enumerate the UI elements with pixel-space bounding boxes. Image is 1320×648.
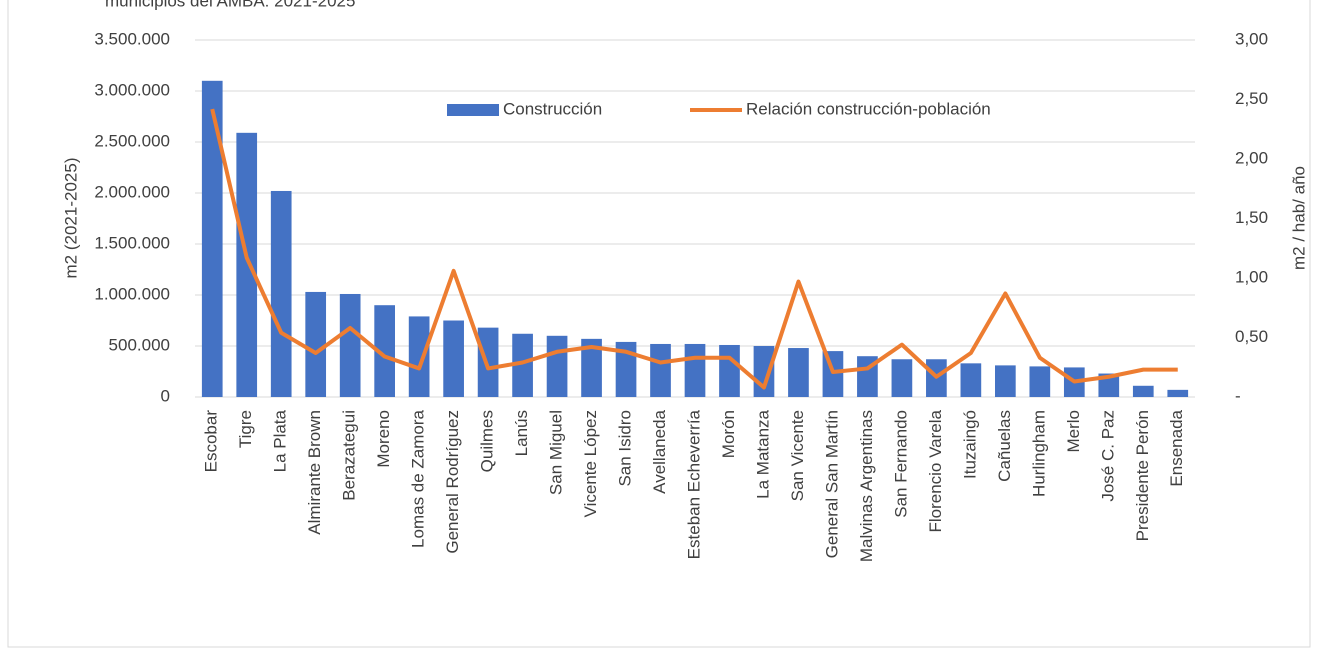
bar [270,190,292,397]
bar [684,343,706,397]
bar [891,359,913,397]
x-tick-label: Cañuelas [995,410,1014,482]
legend-label: Construcción [503,99,602,118]
x-tick-label: Moreno [374,410,393,468]
bar [512,333,533,397]
bar [236,132,258,397]
bar [339,293,361,397]
x-tick-label: San Fernando [891,410,910,518]
x-tick-label: Quilmes [478,410,497,472]
y-tick-label: 2.000.000 [94,182,170,201]
x-tick-label: Vicente López [581,410,600,517]
bar [305,291,327,397]
y2-tick-label: 1,00 [1235,267,1268,286]
x-tick-label: San Miguel [547,410,566,495]
y-axis-label: m2 (2021-2025) [61,158,80,279]
bar [443,320,464,397]
x-tick-label: José C. Paz [1098,410,1117,502]
chart-title: municipios del AMBA: 2021-2025 [105,0,355,10]
x-tick-label: Lomas de Zamora [409,409,428,547]
x-tick-label: Merlo [1064,410,1083,453]
x-tick-label: San Vicente [788,410,807,501]
y2-tick-label: 2,50 [1235,89,1268,108]
x-tick-label: La Matanza [753,409,772,498]
x-tick-label: San Isidro [616,410,635,487]
x-tick-label: Morón [719,410,738,458]
bar [408,316,430,397]
x-tick-label: Escobar [202,410,221,473]
legend-label: Relación construcción-población [746,99,991,118]
y-tick-label: 500.000 [109,335,170,354]
line [210,108,1178,390]
x-tick-label: Malvinas Argentinas [857,410,876,562]
y2-tick-label: 3,00 [1235,29,1268,48]
chart-frame [7,0,1311,648]
y2-tick-label: 1,50 [1235,208,1268,227]
x-tick-label: Presidente Perón [1133,410,1152,541]
x-tick-label: Avellaneda [650,409,669,493]
bar [374,305,395,397]
x-tick-label: Lanús [512,410,531,456]
y2-tick-label: 0,50 [1235,327,1268,346]
x-tick-label: Florencio Varela [926,409,945,532]
y-tick-label: 3.000.000 [94,80,170,99]
bar [1029,366,1051,397]
bar [995,365,1016,397]
bar [1167,389,1189,397]
legend-swatch [447,104,499,116]
x-tick-label: General Rodríguez [443,410,462,554]
bar [788,348,809,397]
bar [615,341,637,397]
x-tick-label: La Plata [271,409,290,472]
y-tick-label: 1.000.000 [94,284,170,303]
x-tick-label: General San Martín [822,410,841,558]
y2-tick-label: - [1235,386,1241,405]
x-tick-label: Almirante Brown [305,410,324,535]
bar [650,343,671,397]
bar [960,363,982,397]
y-tick-label: 3.500.000 [94,29,170,48]
y-tick-label: 0 [161,386,170,405]
x-tick-label: Esteban Echeverría [684,409,703,559]
bar [1132,385,1154,397]
y-tick-label: 2.500.000 [94,131,170,150]
y2-axis-label: m2 / hab/ año [1289,166,1308,270]
y2-tick-label: 2,00 [1235,148,1268,167]
bar [477,327,499,397]
bar [581,338,602,397]
x-tick-label: Berazategui [340,410,359,501]
x-tick-label: Ituzaingó [960,410,979,479]
x-tick-label: Hurlingham [1029,410,1048,497]
y-tick-label: 1.500.000 [94,233,170,252]
bar [546,335,568,397]
x-tick-label: Tigre [236,410,255,448]
bar [719,344,740,397]
x-tick-label: Ensenada [1167,409,1186,486]
bar [201,80,223,398]
